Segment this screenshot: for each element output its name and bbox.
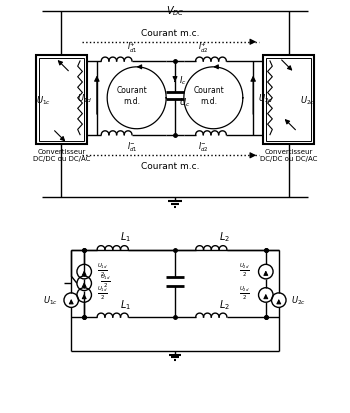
Text: Courant m.c.: Courant m.c. <box>141 28 200 38</box>
Text: $L_2$: $L_2$ <box>219 297 230 311</box>
Bar <box>39 59 84 141</box>
Text: $I_{d2}^{-}$: $I_{d2}^{-}$ <box>198 140 208 154</box>
Text: $I_{d1}^{+}$: $I_{d1}^{+}$ <box>127 41 138 55</box>
Text: $I_c$: $I_c$ <box>178 75 186 87</box>
Text: $U_{1c}$: $U_{1c}$ <box>36 94 51 106</box>
Text: $U_{2d}$: $U_{2d}$ <box>258 93 273 105</box>
Text: $U_{1c}$: $U_{1c}$ <box>43 294 58 306</box>
Text: Courant m.c.: Courant m.c. <box>141 162 200 171</box>
Text: $U_{1d}$: $U_{1d}$ <box>77 93 92 105</box>
Text: Courant
m.d.: Courant m.d. <box>194 86 224 105</box>
Text: $\frac{U_{1d}}{2}$: $\frac{U_{1d}}{2}$ <box>97 285 108 302</box>
Text: $V_{DC}$: $V_{DC}$ <box>166 5 184 18</box>
Text: $U_c$: $U_c$ <box>178 97 190 109</box>
Text: $U_{2c}$: $U_{2c}$ <box>300 94 315 106</box>
Text: $L_1$: $L_1$ <box>120 297 131 311</box>
Text: Convertisseur
DC/DC ou DC/AC: Convertisseur DC/DC ou DC/AC <box>260 149 317 161</box>
Text: Convertisseur
DC/DC ou DC/AC: Convertisseur DC/DC ou DC/AC <box>33 149 90 161</box>
Text: $\frac{U_{1d}}{2}$: $\frac{U_{1d}}{2}$ <box>97 261 108 278</box>
Text: $\frac{U_{1d}}{2}$: $\frac{U_{1d}}{2}$ <box>100 273 111 290</box>
Bar <box>36 56 86 144</box>
Text: $L_1$: $L_1$ <box>120 230 131 244</box>
Text: $L_2$: $L_2$ <box>219 230 230 244</box>
Bar <box>264 56 314 144</box>
Text: $\frac{U_{2d}}{2}$: $\frac{U_{2d}}{2}$ <box>239 261 250 278</box>
Text: $I_{d1}^{-}$: $I_{d1}^{-}$ <box>127 140 138 154</box>
Text: $U_{2c}$: $U_{2c}$ <box>291 294 306 306</box>
Text: $\frac{U_{2d}}{2}$: $\frac{U_{2d}}{2}$ <box>239 285 250 302</box>
Bar <box>266 59 311 141</box>
Text: $I_{d2}^{+}$: $I_{d2}^{+}$ <box>198 41 208 55</box>
Text: Courant
m.d.: Courant m.d. <box>117 86 148 105</box>
